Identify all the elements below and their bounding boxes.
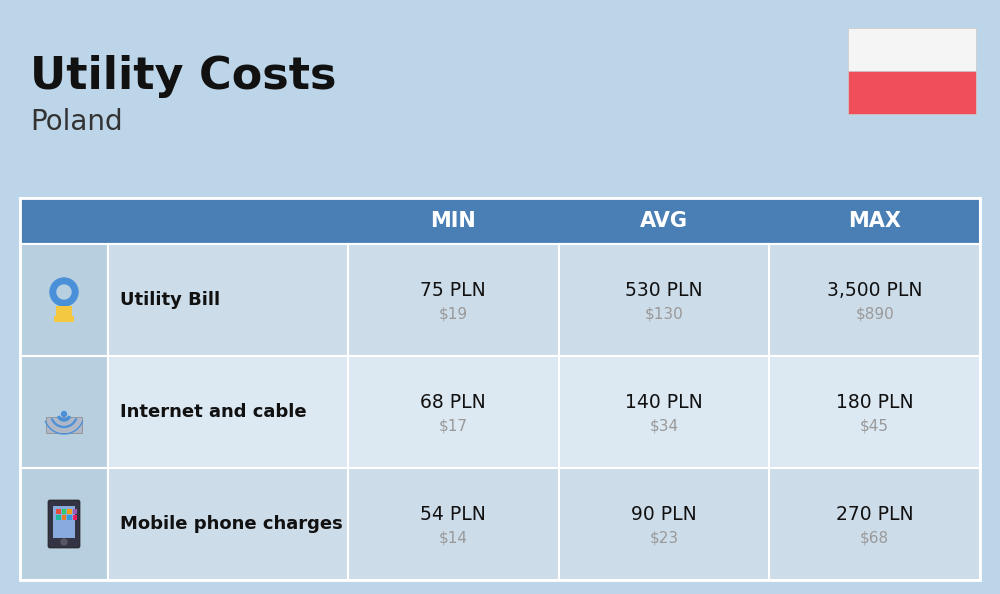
Bar [62, 515, 66, 520]
Bar [20, 356, 108, 468]
Bar [46, 417, 82, 433]
Text: $14: $14 [439, 530, 468, 545]
Bar [54, 316, 74, 322]
Bar [56, 509, 60, 514]
Circle shape [62, 412, 66, 416]
Text: Mobile phone charges: Mobile phone charges [120, 515, 343, 533]
Bar [72, 509, 77, 514]
Text: $23: $23 [649, 530, 679, 545]
Bar [108, 244, 980, 356]
Text: Internet and cable: Internet and cable [120, 403, 307, 421]
Circle shape [50, 278, 78, 306]
Bar [108, 356, 980, 468]
Text: 90 PLN: 90 PLN [631, 504, 697, 523]
Text: 75 PLN: 75 PLN [420, 280, 486, 299]
Text: $17: $17 [439, 419, 468, 434]
Text: 140 PLN: 140 PLN [625, 393, 703, 412]
Circle shape [57, 285, 71, 299]
Bar [20, 468, 108, 580]
Text: $45: $45 [860, 419, 889, 434]
Text: MIN: MIN [430, 211, 476, 231]
Bar [848, 71, 976, 114]
Text: 54 PLN: 54 PLN [420, 504, 486, 523]
Bar [848, 28, 976, 71]
Text: Utility Bill: Utility Bill [120, 291, 220, 309]
Bar [108, 468, 980, 580]
Text: 180 PLN: 180 PLN [836, 393, 913, 412]
Circle shape [61, 539, 67, 545]
Text: $130: $130 [645, 307, 683, 321]
Bar [72, 515, 77, 520]
Bar [20, 244, 108, 356]
Text: Poland: Poland [30, 108, 123, 136]
Text: $68: $68 [860, 530, 889, 545]
Text: 270 PLN: 270 PLN [836, 504, 913, 523]
Text: AVG: AVG [640, 211, 688, 231]
Text: $890: $890 [855, 307, 894, 321]
Bar [56, 515, 60, 520]
Text: $19: $19 [439, 307, 468, 321]
Bar [67, 515, 72, 520]
Bar [67, 509, 72, 514]
Bar [56, 306, 72, 316]
Text: $34: $34 [649, 419, 679, 434]
Bar [20, 198, 980, 580]
Bar [20, 198, 980, 244]
FancyBboxPatch shape [48, 500, 80, 548]
Text: 68 PLN: 68 PLN [420, 393, 486, 412]
Bar [53, 506, 75, 538]
Text: MAX: MAX [848, 211, 901, 231]
Text: 3,500 PLN: 3,500 PLN [827, 280, 922, 299]
Text: Utility Costs: Utility Costs [30, 55, 336, 98]
Bar [62, 509, 66, 514]
Text: 530 PLN: 530 PLN [625, 280, 703, 299]
